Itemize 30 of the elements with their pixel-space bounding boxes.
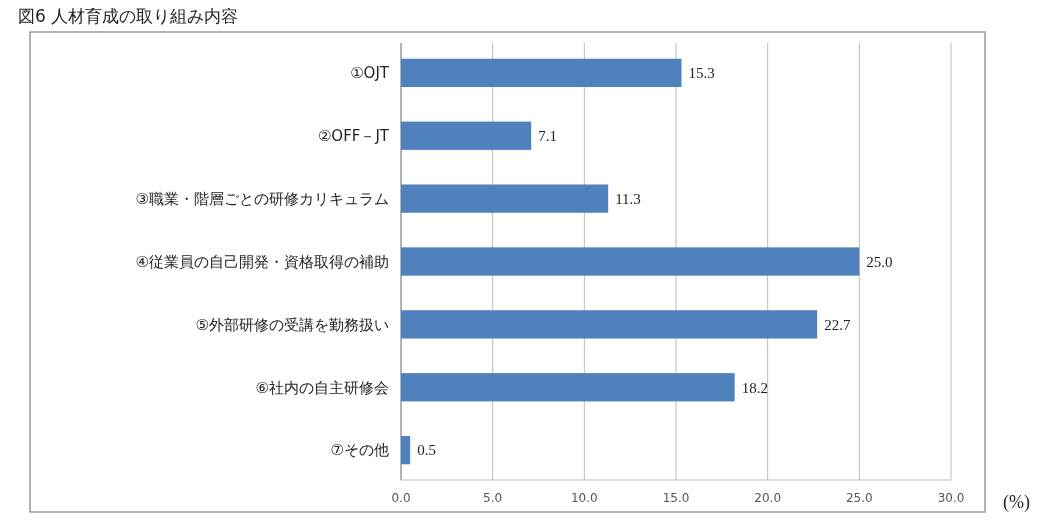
data-label: 7.1 [538,127,557,144]
x-tick-label: 30.0 [937,491,965,505]
x-axis-title: (%) [1003,492,1030,513]
y-tick-label: ④従業員の自己開発・資格取得の補助 [135,252,389,271]
bar [401,121,532,150]
y-tick-label: ⑥社内の自主研修会 [255,378,389,397]
y-tick-label: ②OFF－JT [317,126,390,145]
bar [401,310,818,339]
x-tick-label: 25.0 [845,491,873,505]
y-tick-label: ③職業・階層ごとの研修カリキュラム [135,189,389,208]
x-tick-label: 0.0 [391,491,411,505]
bar [401,58,682,88]
data-label: 15.3 [688,65,715,82]
data-label: 11.3 [615,190,641,207]
bar [401,373,735,402]
x-tick-label: 15.0 [662,491,690,505]
bar [401,247,860,276]
y-tick-label: ①OJT [350,64,390,83]
bar [401,435,411,465]
y-tick-label: ⑦その他 [330,441,389,460]
bar [401,184,609,213]
x-tick-label: 5.0 [483,491,503,505]
y-tick-label: ⑤外部研修の受講を勤務扱い [195,315,389,334]
data-label: 22.7 [824,316,851,333]
text: 図6 人材育成の取り組み内容 [18,6,239,26]
data-label: 0.5 [417,442,436,459]
data-label: 25.0 [866,253,893,270]
data-label: 18.2 [741,379,768,396]
x-tick-label: 20.0 [754,491,782,505]
x-tick-label: 10.0 [570,491,598,505]
